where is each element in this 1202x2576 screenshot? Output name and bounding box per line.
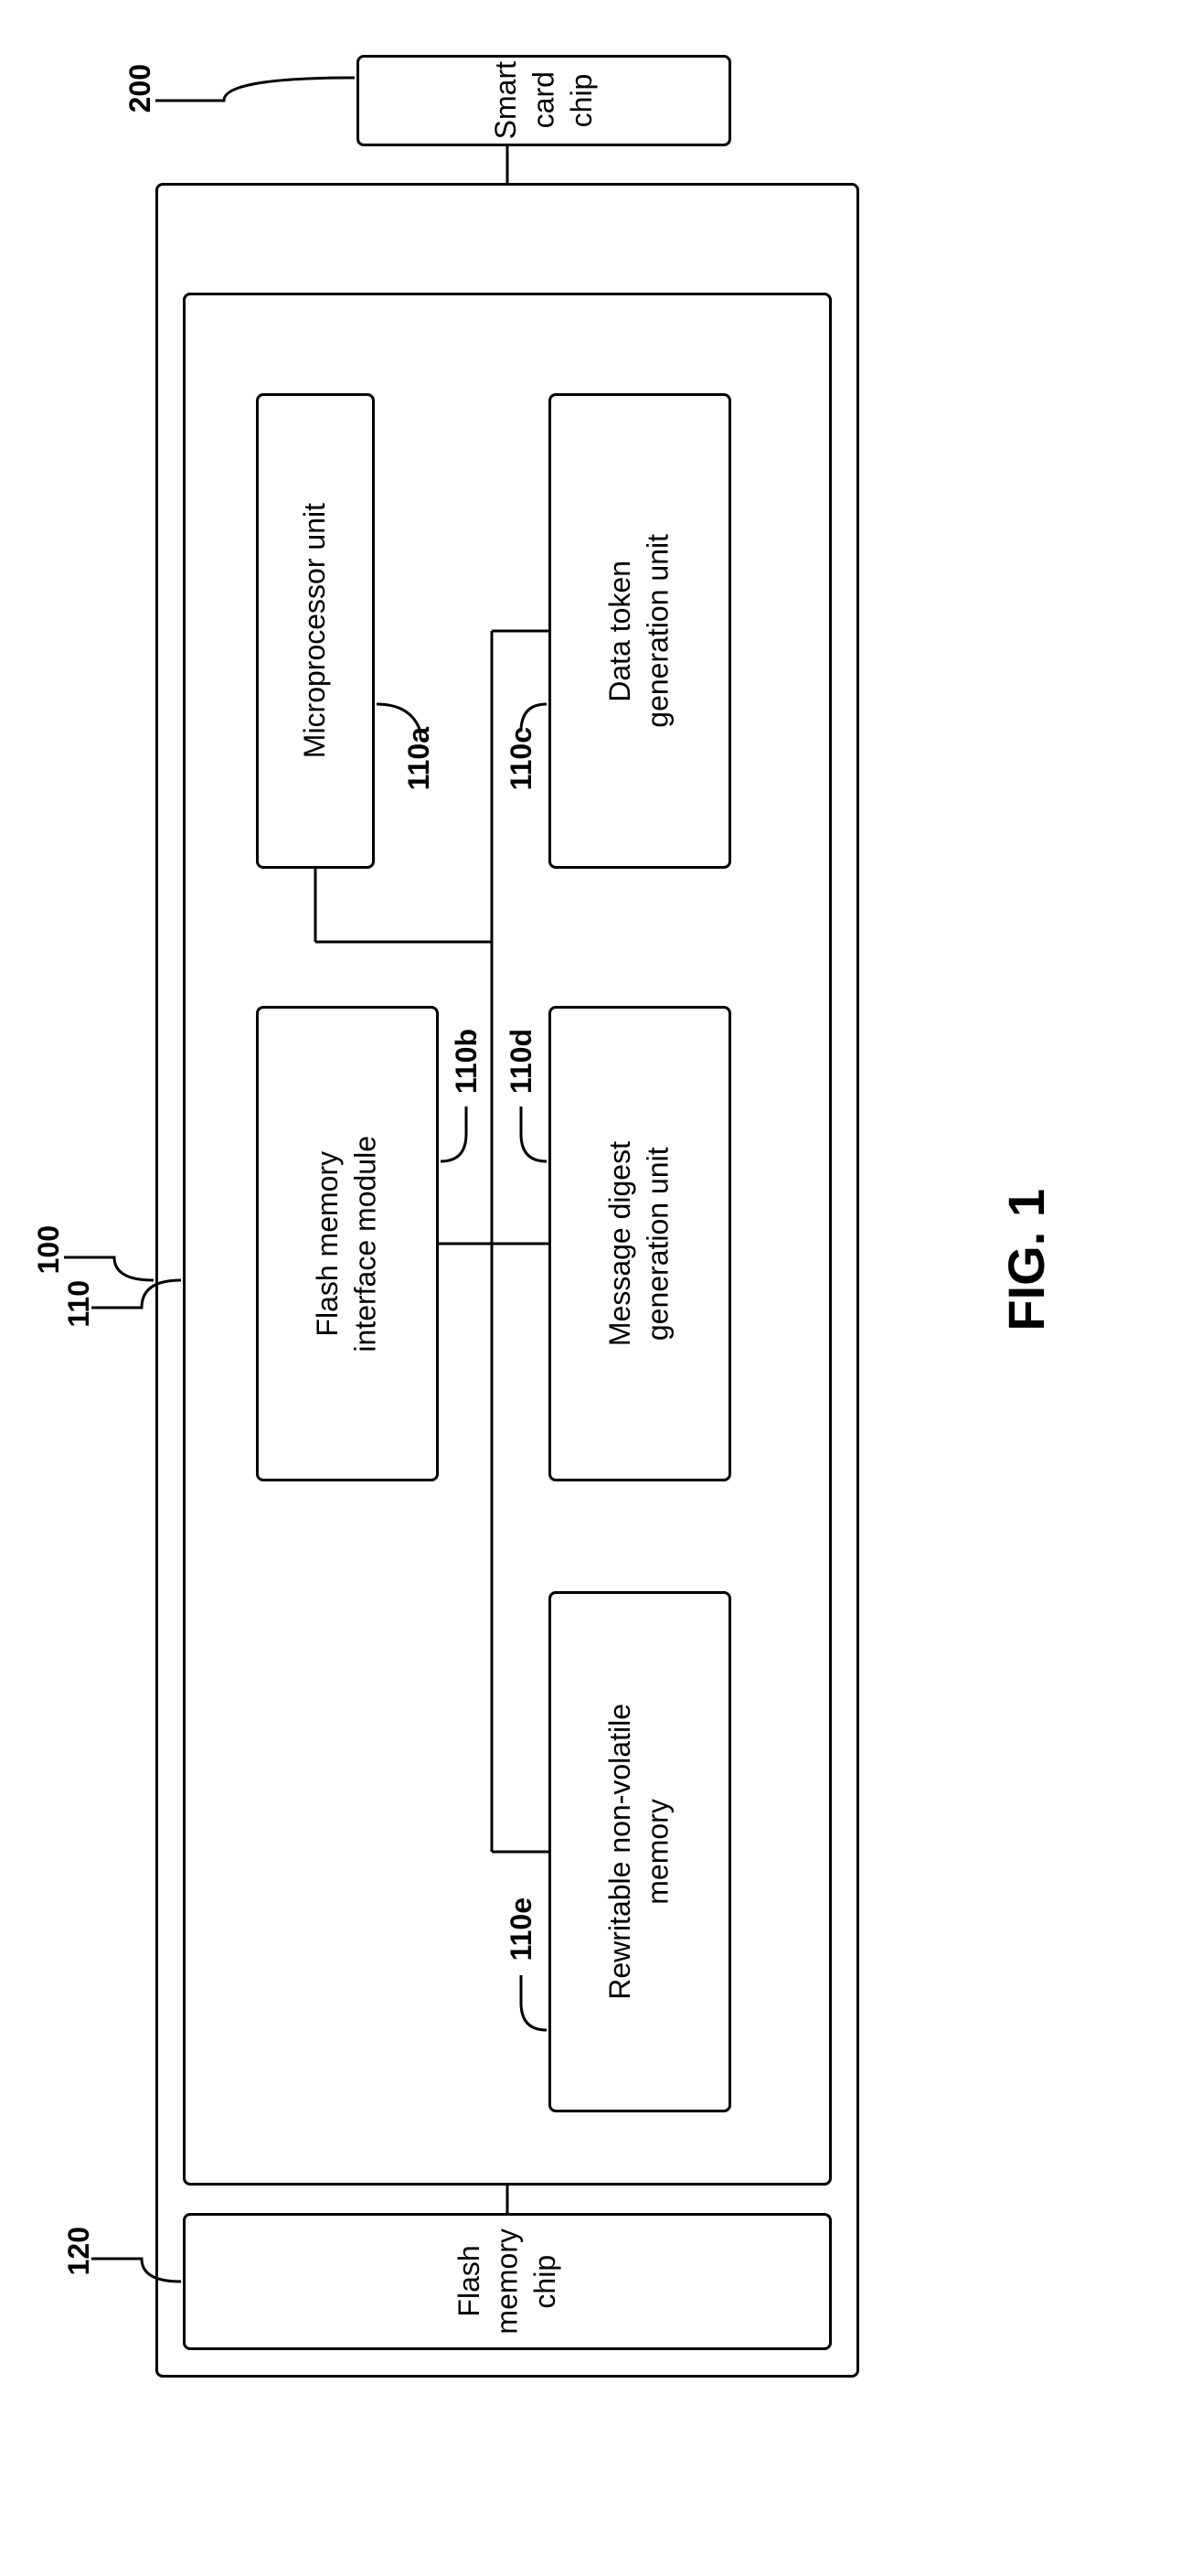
label-rewritable-nvm: Rewritable non-volatile memory [601, 1704, 677, 2000]
label-smart-card-chip: Smart card chip [487, 61, 601, 139]
block-rewritable-nvm: Rewritable non-volatile memory [548, 1591, 731, 2112]
block-flash-memory-chip: Flash memory chip [183, 2213, 832, 2350]
ref-110c: 110c [505, 727, 538, 790]
figure-1: Smart card chip Microprocessor unit Flas… [37, 37, 1165, 2539]
ref-110d: 110d [505, 1029, 538, 1094]
ref-110e: 110e [505, 1897, 538, 1961]
label-flash-memory-chip: Flash memory chip [451, 2229, 565, 2335]
ref-110: 110 [62, 1280, 96, 1328]
ref-100: 100 [32, 1225, 66, 1274]
block-microprocessor-unit: Microprocessor unit [256, 393, 375, 869]
label-message-dig-gen: Message digest generation unit [601, 1141, 677, 1346]
figure-title: FIG. 1 [996, 1189, 1056, 1331]
label-data-token-gen: Data token generation unit [601, 534, 677, 728]
label-microprocessor-unit: Microprocessor unit [296, 503, 335, 758]
block-smart-card-chip: Smart card chip [356, 55, 731, 146]
ref-110b: 110b [450, 1029, 484, 1094]
ref-110a: 110a [402, 727, 436, 790]
ref-120: 120 [62, 2227, 96, 2275]
label-flash-memory-interface: Flash memory interface module [309, 1136, 385, 1352]
ref-200: 200 [123, 64, 157, 112]
block-flash-memory-interface: Flash memory interface module [256, 1006, 439, 1481]
block-data-token-gen: Data token generation unit [548, 393, 731, 869]
block-message-dig-gen: Message digest generation unit [548, 1006, 731, 1481]
